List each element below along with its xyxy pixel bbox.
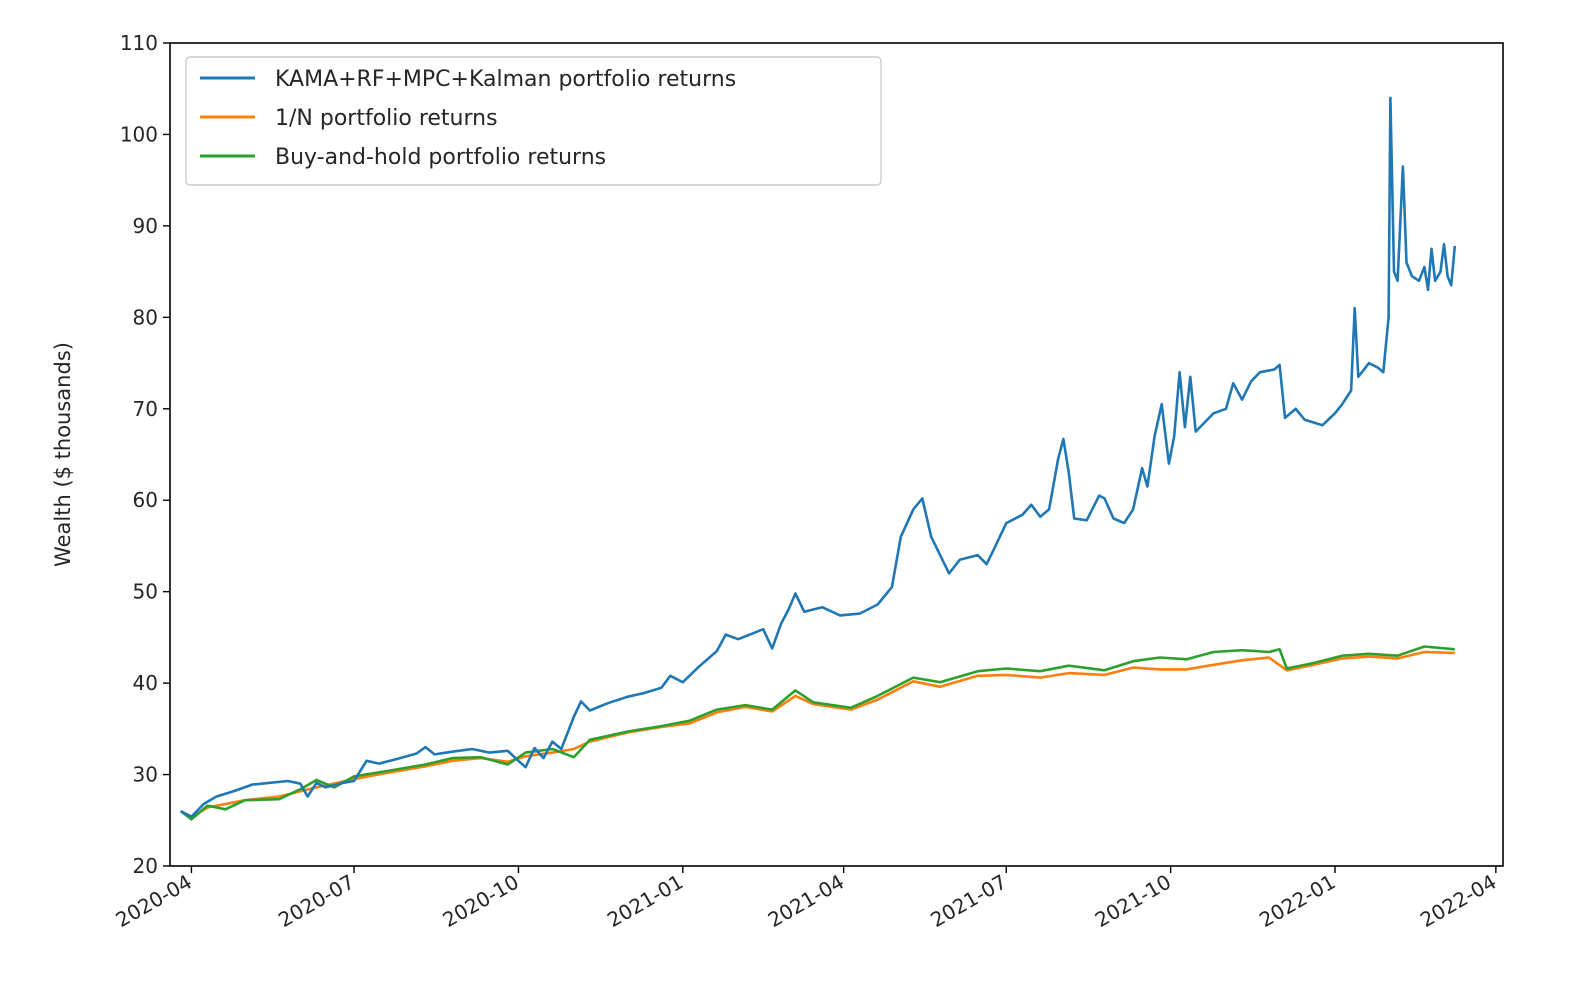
legend-label: KAMA+RF+MPC+Kalman portfolio returns	[275, 67, 736, 92]
legend-box	[185, 56, 882, 186]
y-tick-label: 110	[120, 31, 158, 55]
y-tick-label: 100	[120, 122, 158, 146]
y-tick-label: 50	[133, 580, 158, 604]
legend: KAMA+RF+MPC+Kalman portfolio returns 1/N …	[185, 56, 882, 186]
y-tick-label: 70	[133, 397, 158, 421]
plot-area	[179, 96, 1457, 821]
plot-frame	[169, 42, 1504, 867]
series-line-1	[180, 96, 1457, 818]
series-line-2	[180, 650, 1455, 819]
y-tick-label: 30	[133, 763, 158, 787]
y-axis-title: Wealth ($ thousands)	[51, 342, 75, 567]
legend-label: 1/N portfolio returns	[275, 106, 498, 131]
y-tick-label: 20	[133, 854, 158, 878]
y-tick-label: 60	[133, 488, 158, 512]
legend-label: Buy-and-hold portfolio returns	[275, 145, 606, 170]
y-tick-label: 40	[133, 671, 158, 695]
y-axis: 20 30 40 50 60 70 80 90 100 110	[120, 31, 170, 878]
y-tick-label: 90	[133, 214, 158, 238]
y-tick-label: 80	[133, 305, 158, 329]
